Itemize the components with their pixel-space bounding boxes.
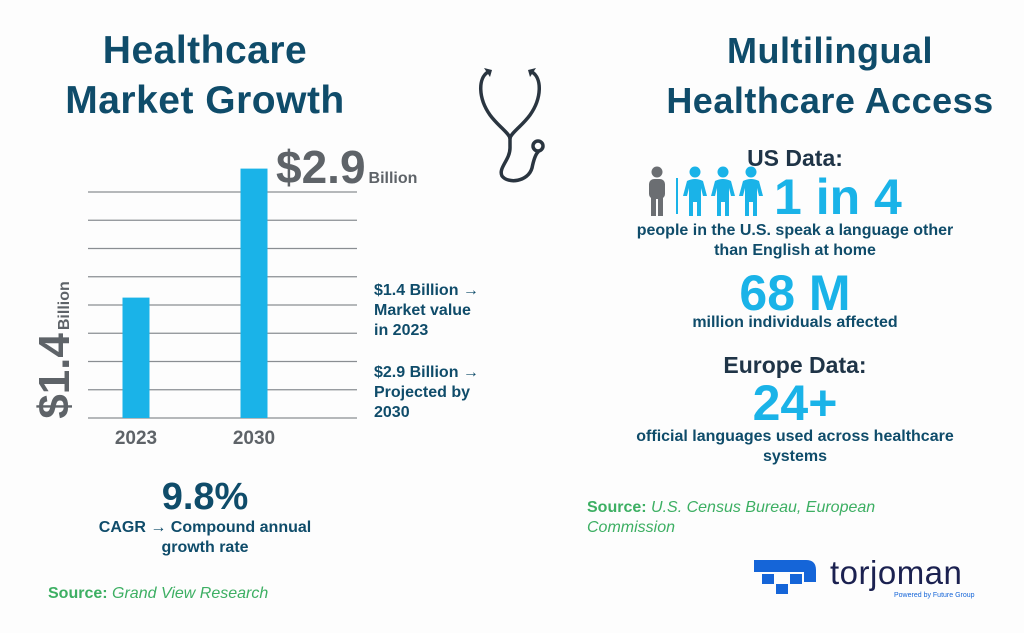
torjoman-logo-mark-icon <box>754 560 816 594</box>
note-line: 2030 <box>374 404 410 421</box>
count-description: million individuals affected <box>692 314 898 331</box>
top-value-label: $2.9 Billion <box>276 140 417 194</box>
person-blue-icon <box>711 166 735 216</box>
x-tick-label: 2030 <box>233 428 275 449</box>
right-title-line1: Multilingual <box>727 30 933 71</box>
cagr-line2: growth rate <box>161 539 249 556</box>
right-source: Source: U.S. Census Bureau, European Com… <box>587 498 875 538</box>
x-tick-label: 2023 <box>115 428 157 449</box>
source-label: Source: <box>48 585 108 602</box>
side-value-label: $1.4 Billion <box>30 250 80 450</box>
ratio-desc-line: than English at home <box>714 242 876 259</box>
bar-2023 <box>122 297 150 418</box>
languages-desc-line: systems <box>762 448 828 465</box>
note-line: in 2023 <box>374 322 429 339</box>
right-title-line2: Healthcare Access <box>666 80 994 121</box>
cagr-line1: CAGR → Compound annual <box>98 519 312 536</box>
note-line: Projected by <box>374 384 471 401</box>
source-label: Source: <box>587 499 647 516</box>
source-line1: U.S. Census Bureau, European <box>651 499 876 516</box>
ratio-desc-line: people in the U.S. speak a language othe… <box>636 222 954 239</box>
torjoman-logo: torjoman Powered by Future Group <box>754 554 979 606</box>
note-line: Market value <box>374 302 471 319</box>
note-line: $2.9 Billion → <box>374 364 479 381</box>
stethoscope-icon <box>479 68 545 183</box>
us-heading: US Data: <box>747 145 843 171</box>
bar-chart: 2023 2030 <box>88 168 357 449</box>
note-2023: $1.4 Billion → Market value in 2023 <box>374 281 479 341</box>
cagr-value: 9.8% <box>161 476 249 518</box>
note-line: $1.4 Billion → <box>374 282 479 299</box>
left-title: Healthcare Market Growth <box>20 26 390 126</box>
source-text: Grand View Research <box>112 585 269 602</box>
source-line2: Commission <box>587 519 676 536</box>
languages-value: 24+ <box>752 375 838 431</box>
top-value: $2.9 <box>276 141 366 193</box>
cagr-block: 9.8% CAGR → Compound annual growth rate <box>40 476 370 558</box>
ratio-value: 1 in 4 <box>774 169 902 225</box>
logo-wordmark: torjoman <box>830 554 963 591</box>
count-value: 68 M <box>739 265 851 321</box>
person-blue-icon <box>683 166 707 216</box>
note-2030: $2.9 Billion → Projected by 2030 <box>374 363 479 423</box>
left-title-line1: Healthcare <box>102 29 308 72</box>
languages-desc-line: official languages used across healthcar… <box>636 428 954 445</box>
right-title: Multilingual Healthcare Access <box>640 26 1020 126</box>
left-source: Source: Grand View Research <box>48 584 268 604</box>
ratio-description: people in the U.S. speak a language othe… <box>580 221 1010 261</box>
people-icon <box>649 166 763 216</box>
languages-description: official languages used across healthcar… <box>580 427 1010 467</box>
person-gray-icon <box>649 166 665 216</box>
bar-2030 <box>240 168 268 418</box>
person-blue-icon <box>739 166 763 216</box>
left-title-line2: Market Growth <box>65 79 345 122</box>
side-value: $1.4 <box>30 333 79 419</box>
logo-tagline: Powered by Future Group <box>894 592 975 599</box>
top-unit: Billion <box>368 170 418 187</box>
europe-heading: Europe Data: <box>723 352 867 378</box>
side-unit: Billion <box>56 281 73 331</box>
